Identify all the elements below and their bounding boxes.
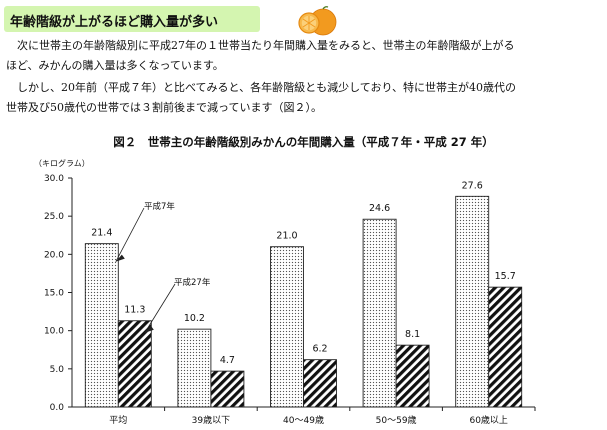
bar-h27-0 bbox=[117, 320, 152, 408]
paragraph-line-3: しかし、20年前（平成７年）と比べてみると、各年齢階級とも減少しており、特に世帯… bbox=[6, 81, 517, 94]
data-label: 10.2 bbox=[184, 313, 205, 324]
data-label: 6.2 bbox=[312, 344, 327, 355]
data-label: 8.1 bbox=[405, 329, 420, 340]
x-tick-label: 平均 bbox=[109, 414, 127, 426]
y-tick-label: 30.0 bbox=[44, 174, 64, 184]
x-tick-label: 50～59歳 bbox=[376, 414, 417, 426]
bar-h7-0 bbox=[84, 243, 119, 408]
data-label: 21.0 bbox=[276, 231, 297, 242]
callout-line-h27 bbox=[144, 283, 176, 333]
legend-label-h27: 平成27年 bbox=[174, 277, 211, 288]
paragraph-line-4: 世帯及び50歳代の世帯では３割前後まで減っています（図２）。 bbox=[6, 101, 322, 114]
y-tick-label: 10.0 bbox=[44, 327, 64, 337]
callout-arrow-h27 bbox=[144, 325, 154, 333]
x-tick-label: 60歳以上 bbox=[469, 414, 507, 426]
data-label: 15.7 bbox=[495, 271, 516, 282]
bar-h27-1 bbox=[210, 370, 245, 408]
page-title: 年齢階級が上がるほど購入量が多い bbox=[10, 15, 219, 30]
y-tick-label: 25.0 bbox=[44, 212, 64, 222]
bar-h7-2 bbox=[270, 246, 304, 408]
legend-label-h7: 平成7年 bbox=[144, 201, 175, 212]
y-tick-label: 20.0 bbox=[44, 250, 64, 260]
bar-h7-1 bbox=[177, 328, 212, 408]
bar-h27-4 bbox=[488, 286, 523, 408]
orange-icon bbox=[298, 6, 337, 36]
bar-h27-3 bbox=[395, 344, 430, 408]
bar-h27-2 bbox=[303, 359, 337, 408]
data-label: 11.3 bbox=[124, 305, 145, 316]
y-tick-label: 15.0 bbox=[44, 289, 64, 299]
y-axis-unit-label: （キログラム） bbox=[34, 158, 90, 168]
data-label: 21.4 bbox=[91, 228, 112, 239]
paragraph-line-2: ほど、みかんの購入量は多くなっています。 bbox=[6, 59, 224, 72]
bar-h7-4 bbox=[455, 195, 490, 408]
callout-line-h7 bbox=[115, 207, 145, 262]
data-label: 27.6 bbox=[462, 180, 483, 191]
y-tick-label: 5.0 bbox=[50, 365, 65, 375]
header-banner bbox=[4, 6, 260, 32]
data-label: 4.7 bbox=[220, 355, 235, 366]
bar-h7-3 bbox=[362, 218, 397, 408]
callout-arrow-h7 bbox=[115, 254, 125, 262]
x-tick-label: 39歳以下 bbox=[192, 414, 230, 426]
y-tick-label: 0.0 bbox=[50, 403, 65, 413]
figure-title: 図２ 世帯主の年齢階級別みかんの年間購入量（平成７年・平成 27 年） bbox=[113, 135, 494, 149]
data-label: 24.6 bbox=[369, 203, 390, 214]
paragraph-line-1: 次に世帯主の年齢階級別に平成27年の１世帯当たり年間購入量をみると、世帯主の年齢… bbox=[6, 39, 515, 52]
x-tick-label: 40～49歳 bbox=[283, 414, 324, 426]
